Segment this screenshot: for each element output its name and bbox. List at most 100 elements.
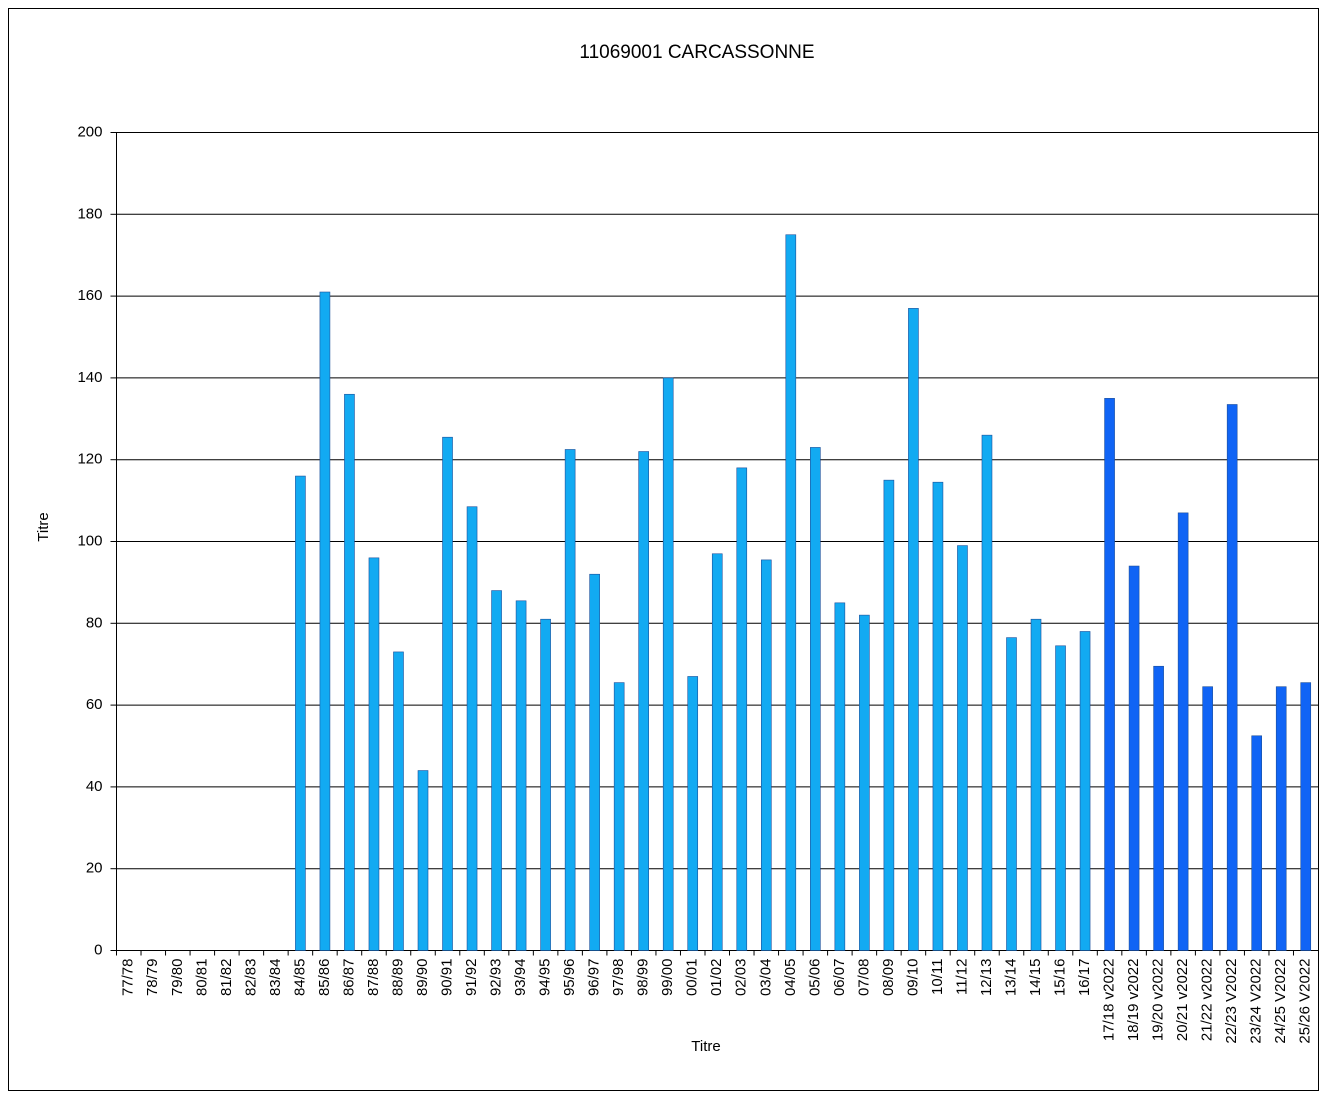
x-tick-label: 12/13 (978, 959, 995, 997)
x-axis-label: Titre (691, 1038, 720, 1055)
bar (957, 545, 968, 951)
y-tick-label: 160 (77, 287, 102, 304)
x-tick-label: 07/08 (855, 959, 872, 997)
x-tick-label: 95/96 (561, 959, 578, 997)
x-tick-label: 20/21 v2022 (1174, 959, 1191, 1042)
bar (491, 590, 502, 951)
bar (1300, 682, 1312, 951)
x-tick-label: 21/22 v2022 (1199, 959, 1216, 1042)
bar (810, 447, 821, 951)
x-tick-label: 14/15 (1027, 959, 1044, 997)
x-tick-label: 77/78 (120, 959, 137, 997)
x-tick-label: 01/02 (708, 959, 725, 997)
bar (834, 602, 846, 951)
x-tick-label: 94/95 (537, 959, 554, 997)
x-tick-label: 85/86 (316, 959, 333, 997)
bar (564, 449, 576, 951)
x-tick-label: 13/14 (1002, 959, 1019, 997)
y-tick-label: 20 (86, 860, 103, 877)
x-tick-label: 08/09 (880, 959, 897, 997)
bar (908, 308, 919, 951)
x-tick-label: 87/88 (365, 959, 382, 997)
x-tick-label: 93/94 (512, 959, 529, 997)
x-tick-label: 90/91 (438, 959, 455, 997)
x-tick-label: 09/10 (904, 959, 921, 997)
y-axis-label: Titre (35, 512, 52, 541)
bar (711, 553, 723, 951)
y-tick-label: 200 (77, 123, 102, 140)
bar (540, 618, 551, 951)
bar (589, 573, 600, 951)
bar (442, 436, 453, 951)
bar (883, 479, 895, 951)
x-tick-label: 78/79 (144, 959, 161, 997)
bar (662, 377, 674, 951)
y-tick-label: 120 (77, 451, 102, 468)
x-tick-label: 05/06 (806, 959, 823, 997)
x-tick-label: 86/87 (340, 959, 357, 997)
x-tick-label: 97/98 (610, 959, 627, 997)
bar (613, 682, 625, 951)
x-tick-label: 96/97 (586, 959, 603, 997)
bar (417, 770, 429, 951)
bar (785, 234, 797, 951)
bar (760, 559, 772, 951)
bar (638, 451, 649, 951)
bar (1104, 398, 1115, 951)
x-tick-label: 25/26 V2022 (1297, 959, 1314, 1044)
x-tick-label: 83/84 (267, 959, 284, 997)
bar (1275, 686, 1287, 951)
bar (1153, 665, 1164, 951)
x-tick-label: 17/18 v2022 (1101, 959, 1118, 1042)
x-tick-label: 81/82 (218, 959, 235, 997)
bar (1128, 565, 1140, 951)
x-tick-label: 15/16 (1052, 959, 1069, 997)
bar (1006, 637, 1017, 951)
bar (1079, 631, 1091, 951)
bar (319, 291, 331, 951)
bar (1030, 618, 1042, 951)
bar (368, 557, 380, 951)
y-tick-label: 180 (77, 205, 102, 222)
y-tick-label: 40 (86, 778, 103, 795)
y-tick-label: 100 (77, 532, 102, 549)
x-tick-label: 80/81 (193, 959, 210, 997)
x-tick-label: 79/80 (169, 959, 186, 997)
bar (981, 434, 993, 951)
x-tick-label: 16/17 (1076, 959, 1093, 997)
y-tick-label: 80 (86, 614, 103, 631)
bar (687, 676, 699, 951)
bar (932, 481, 944, 951)
x-tick-label: 04/05 (782, 959, 799, 997)
bar (466, 506, 478, 951)
x-tick-label: 11/12 (953, 959, 970, 995)
bar (295, 475, 306, 951)
x-tick-label: 82/83 (242, 959, 259, 997)
x-tick-label: 03/04 (757, 959, 774, 997)
y-tick-label: 0 (94, 941, 102, 958)
bar (1251, 735, 1262, 951)
y-tick-label: 140 (77, 369, 102, 386)
x-tick-label: 88/89 (389, 959, 406, 997)
bar (859, 614, 870, 951)
bar (515, 600, 527, 951)
chart-border (8, 8, 1319, 1091)
x-tick-label: 99/00 (659, 959, 676, 997)
bar (1055, 645, 1066, 951)
bar (1202, 686, 1213, 951)
bar (1177, 512, 1189, 951)
x-tick-label: 02/03 (733, 959, 750, 997)
x-tick-label: 00/01 (684, 959, 701, 997)
x-tick-label: 24/25 V2022 (1272, 959, 1289, 1044)
x-tick-label: 92/93 (488, 959, 505, 997)
y-tick-label: 60 (86, 696, 103, 713)
bar (736, 467, 748, 951)
x-tick-label: 98/99 (635, 959, 652, 997)
x-tick-label: 84/85 (291, 959, 308, 997)
x-tick-label: 19/20 v2022 (1150, 959, 1167, 1042)
x-tick-label: 89/90 (414, 959, 431, 997)
x-tick-label: 06/07 (831, 959, 848, 997)
bar (1226, 404, 1238, 951)
bar (393, 651, 404, 951)
